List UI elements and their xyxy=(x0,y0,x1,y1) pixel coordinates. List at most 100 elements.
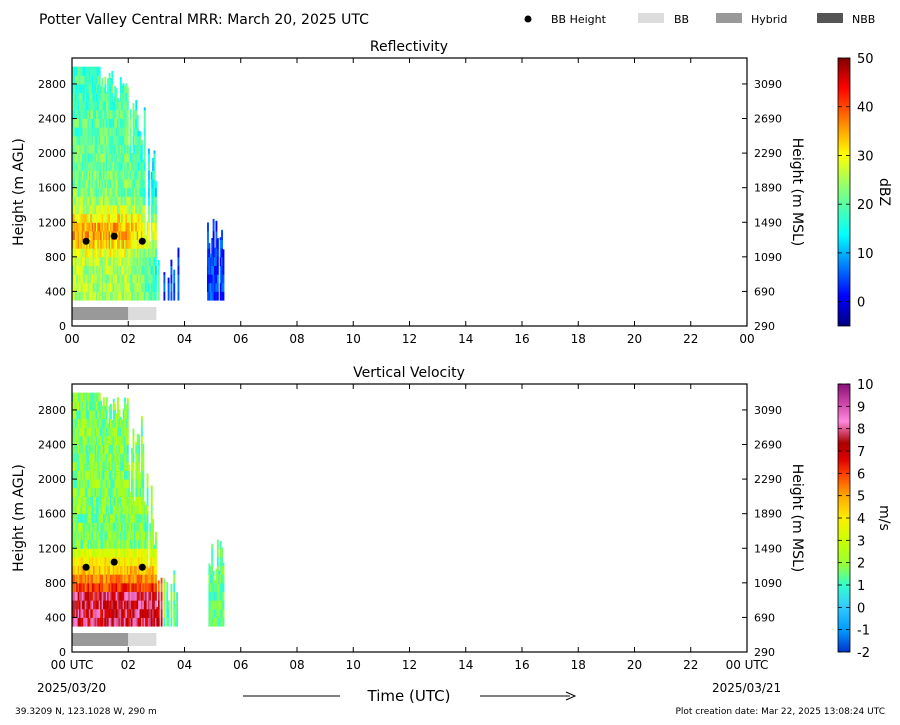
field-cell xyxy=(129,187,132,197)
legend-bb-patch xyxy=(638,13,664,23)
field-cell xyxy=(97,470,100,480)
field-cell xyxy=(83,101,86,111)
velocity-colorbar-label: m/s xyxy=(876,505,892,531)
field-cell xyxy=(98,479,101,489)
field-cell xyxy=(135,135,138,145)
field-cell xyxy=(147,574,150,584)
field-cell xyxy=(129,608,132,618)
field-cell xyxy=(98,608,101,618)
field-cell xyxy=(77,153,80,163)
field-cell xyxy=(95,479,98,489)
field-cell xyxy=(124,109,126,120)
field-cell xyxy=(135,539,138,549)
field-cell xyxy=(140,170,143,180)
field-cell xyxy=(73,213,76,223)
field-cell xyxy=(219,265,222,275)
field-cell xyxy=(114,427,117,437)
field-cell xyxy=(129,617,132,627)
field-cell xyxy=(163,600,166,610)
field-cell xyxy=(79,513,81,523)
field-cell xyxy=(102,565,105,575)
field-cell xyxy=(83,435,86,446)
field-cell xyxy=(104,444,107,454)
field-cell xyxy=(126,530,129,541)
x-tick-label: 00 UTC xyxy=(51,658,94,672)
field-cell xyxy=(81,427,84,437)
field-cell xyxy=(117,418,119,428)
field-cell xyxy=(110,505,112,515)
field-cell xyxy=(139,539,142,549)
field-cell xyxy=(153,556,156,567)
y-tick-label: 0 xyxy=(59,320,66,333)
field-cell xyxy=(79,109,81,120)
field-cell xyxy=(72,392,74,402)
field-cell xyxy=(108,127,111,137)
field-cell xyxy=(177,247,180,249)
field-cell xyxy=(114,403,117,411)
field-cell xyxy=(139,582,142,592)
field-cell xyxy=(129,600,132,610)
field-cell xyxy=(124,608,126,618)
field-cell xyxy=(76,282,79,292)
field-cell xyxy=(173,574,176,584)
field-cell xyxy=(128,548,131,558)
field-cell xyxy=(129,574,132,584)
field-cell xyxy=(126,222,129,232)
field-cell xyxy=(104,608,107,618)
field-cell xyxy=(88,222,91,232)
field-cell xyxy=(90,401,93,411)
field-cell xyxy=(73,230,76,241)
field-cell xyxy=(112,179,115,189)
field-cell xyxy=(104,274,107,284)
field-cell xyxy=(110,403,112,411)
field-cell xyxy=(94,539,97,549)
field-cell xyxy=(114,109,117,120)
field-cell xyxy=(138,248,141,258)
field-cell xyxy=(140,161,143,171)
field-cell xyxy=(152,539,155,549)
field-cell xyxy=(91,282,94,292)
field-cell xyxy=(131,582,133,592)
field-cell xyxy=(95,530,98,541)
field-cell xyxy=(143,608,146,618)
field-cell xyxy=(135,591,138,601)
field-cell xyxy=(117,109,119,120)
field-cell xyxy=(102,135,105,145)
field-cell xyxy=(112,196,115,206)
field-cell xyxy=(133,565,136,575)
field-cell xyxy=(105,418,108,428)
field-cell xyxy=(83,230,86,241)
field-cell xyxy=(111,427,114,437)
field-cell xyxy=(135,274,138,284)
field-cell xyxy=(133,617,136,627)
field-cell xyxy=(107,196,110,206)
field-cell xyxy=(101,248,104,258)
field-cell xyxy=(76,574,79,584)
field-cell xyxy=(98,418,101,428)
field-cell xyxy=(90,574,93,584)
field-cell xyxy=(126,487,129,497)
field-cell xyxy=(84,479,87,489)
field-cell xyxy=(95,92,98,102)
field-cell xyxy=(150,171,153,180)
field-cell xyxy=(105,239,108,249)
x-tick-label: 18 xyxy=(571,658,586,672)
field-cell xyxy=(119,453,122,463)
field-cell xyxy=(222,582,225,592)
field-cell xyxy=(166,608,169,618)
field-cell xyxy=(74,418,77,428)
field-cell xyxy=(135,608,138,618)
field-cell xyxy=(87,291,90,301)
field-cell xyxy=(132,582,135,592)
field-cell xyxy=(101,83,104,94)
field-cell xyxy=(216,574,219,584)
field-cell xyxy=(87,92,90,102)
field-cell xyxy=(73,196,76,206)
field-cell xyxy=(118,274,121,284)
field-cell xyxy=(105,230,108,241)
field-cell xyxy=(72,453,74,463)
field-cell xyxy=(131,574,133,584)
field-cell xyxy=(209,582,212,592)
field-cell xyxy=(77,487,80,497)
field-cell xyxy=(104,548,107,558)
